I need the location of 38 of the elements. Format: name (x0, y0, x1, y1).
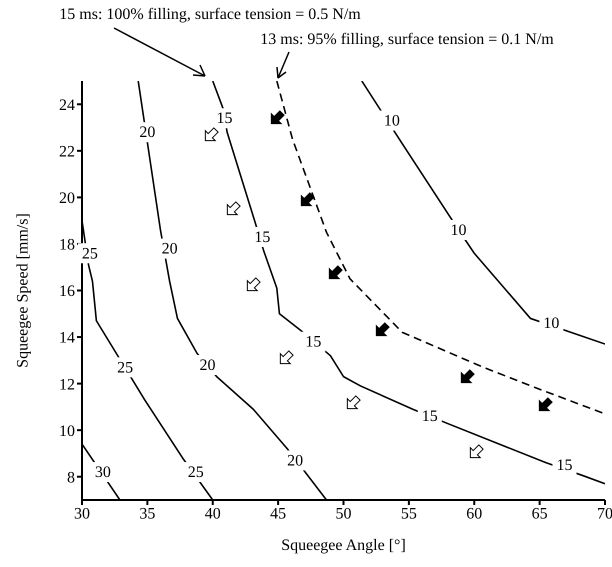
x-tick-label: 45 (270, 505, 286, 522)
y-tick-label: 16 (59, 283, 75, 300)
x-tick-label: 60 (466, 505, 482, 522)
text: 13 ms: 95% filling, surface tension = 0.1 N/m (260, 31, 554, 48)
annotation: 30 (94, 464, 111, 482)
annotation: 15 (216, 110, 233, 128)
annotation: 15 (422, 408, 438, 426)
annotation: 20 (200, 356, 216, 374)
x-tick-label: 50 (336, 505, 352, 522)
y-tick-label: 14 (59, 330, 75, 347)
annotation: 20 (139, 124, 156, 142)
annotation: 25 (117, 359, 134, 376)
annotation: 15 (556, 457, 572, 474)
y-tick-label: 8 (67, 469, 75, 486)
annotation: 20 (287, 452, 304, 470)
annotation: 15 (305, 334, 322, 351)
x-tick-label: 40 (204, 505, 221, 522)
x-tick-label: 30 (74, 505, 90, 522)
annotation: 10 (384, 112, 400, 130)
y-tick-label: 10 (59, 422, 75, 440)
y-tick-label: 12 (59, 376, 75, 394)
y-tick-label: 22 (59, 144, 75, 161)
annotation: 10 (543, 315, 560, 332)
x-tick-label: 35 (139, 505, 156, 522)
text: 15 ms: 100% filling, surface tension = 0.5 N/m (59, 6, 362, 23)
annotation: 25 (82, 245, 98, 262)
x-axis-title: Squeegee Angle [°] (281, 537, 406, 554)
line-series (361, 81, 605, 345)
x-tick-label: 65 (532, 505, 548, 522)
y-axis-title: Squeegee Speed [mm/s] (14, 213, 32, 368)
y-tick-label: 20 (59, 190, 75, 208)
annotation: 10 (450, 222, 467, 239)
annotation: 25 (188, 464, 204, 482)
y-tick-label: 24 (59, 96, 75, 114)
x-tick-label: 55 (400, 505, 417, 522)
annotation: 20 (162, 240, 178, 258)
annotation: 15 (254, 228, 270, 246)
y-tick-label: 18 (59, 236, 75, 254)
